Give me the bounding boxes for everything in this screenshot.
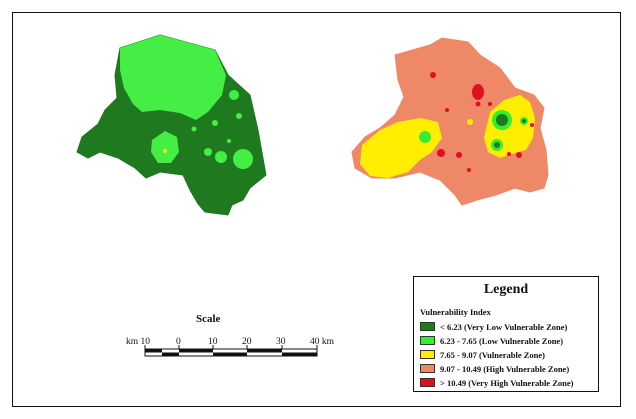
scale-tick-label: km 10 <box>126 337 151 347</box>
legend-swatch <box>420 350 435 359</box>
legend-swatch <box>420 378 435 387</box>
right-map-spot <box>430 72 436 78</box>
left-map <box>76 34 267 216</box>
right-map-spot <box>488 102 492 106</box>
right-map-spot <box>456 152 462 158</box>
legend-subtitle: Vulnerability Index <box>420 307 491 317</box>
legend-label: < 6.23 (Very Low Vulnerable Zone) <box>440 321 568 332</box>
scale-tick-label: 20 <box>242 337 252 347</box>
scale-tick-label: 40 km <box>310 337 335 347</box>
left-map-spot <box>204 148 212 156</box>
right-map-spot <box>467 119 473 125</box>
legend-label: 7.65 - 9.07 (Vulnerable Zone) <box>440 349 545 360</box>
legend-item: > 10.49 (Very High Vulnerable Zone) <box>420 377 573 388</box>
left-map-spot <box>215 151 227 163</box>
right-map-spot <box>530 123 534 127</box>
scale-bar <box>144 345 318 357</box>
legend-label: 9.07 - 10.49 (High Vulnerable Zone) <box>440 363 570 374</box>
legend-swatch <box>420 364 435 373</box>
legend-swatch <box>420 322 435 331</box>
legend-label: > 10.49 (Very High Vulnerable Zone) <box>440 377 574 388</box>
right-map-spot <box>445 108 449 112</box>
right-map-spot <box>507 152 511 156</box>
legend-item: 7.65 - 9.07 (Vulnerable Zone) <box>420 349 545 360</box>
legend-item: 6.23 - 7.65 (Low Vulnerable Zone) <box>420 335 563 346</box>
left-map-spot <box>212 120 218 126</box>
right-map-spot <box>522 119 526 123</box>
legend-box: Legend Vulnerability Index < 6.23 (Very … <box>413 276 599 392</box>
legend-title: Legend <box>483 282 529 297</box>
legend-label: 6.23 - 7.65 (Low Vulnerable Zone) <box>440 335 564 346</box>
left-map-spot <box>227 139 231 143</box>
left-map-spot <box>163 149 167 153</box>
legend-item: < 6.23 (Very Low Vulnerable Zone) <box>420 321 567 332</box>
left-map-spot <box>233 149 253 169</box>
right-map-spot <box>494 142 500 148</box>
scale-tick-label: 30 <box>276 337 286 347</box>
right-map <box>351 37 549 206</box>
right-map-spot <box>467 168 471 172</box>
right-map-spot <box>437 149 445 157</box>
right-map-spot <box>516 152 522 158</box>
right-map-spot <box>472 84 484 100</box>
legend-swatch <box>420 336 435 345</box>
left-map-spot <box>229 90 239 100</box>
legend-item: 9.07 - 10.49 (High Vulnerable Zone) <box>420 363 569 374</box>
scale-title: Scale <box>196 313 221 325</box>
scale-tick-label: 10 <box>208 337 218 347</box>
right-map-spot <box>475 101 481 107</box>
left-map-low-zone-patch <box>151 131 179 163</box>
left-map-spot <box>236 113 242 119</box>
right-map-spot <box>419 131 431 143</box>
scale-tick-label: 0 <box>176 337 181 347</box>
map-frame <box>12 12 621 407</box>
right-map-spot <box>496 114 508 126</box>
left-map-spot <box>191 126 197 132</box>
left-map-low-zone-north <box>120 35 226 120</box>
